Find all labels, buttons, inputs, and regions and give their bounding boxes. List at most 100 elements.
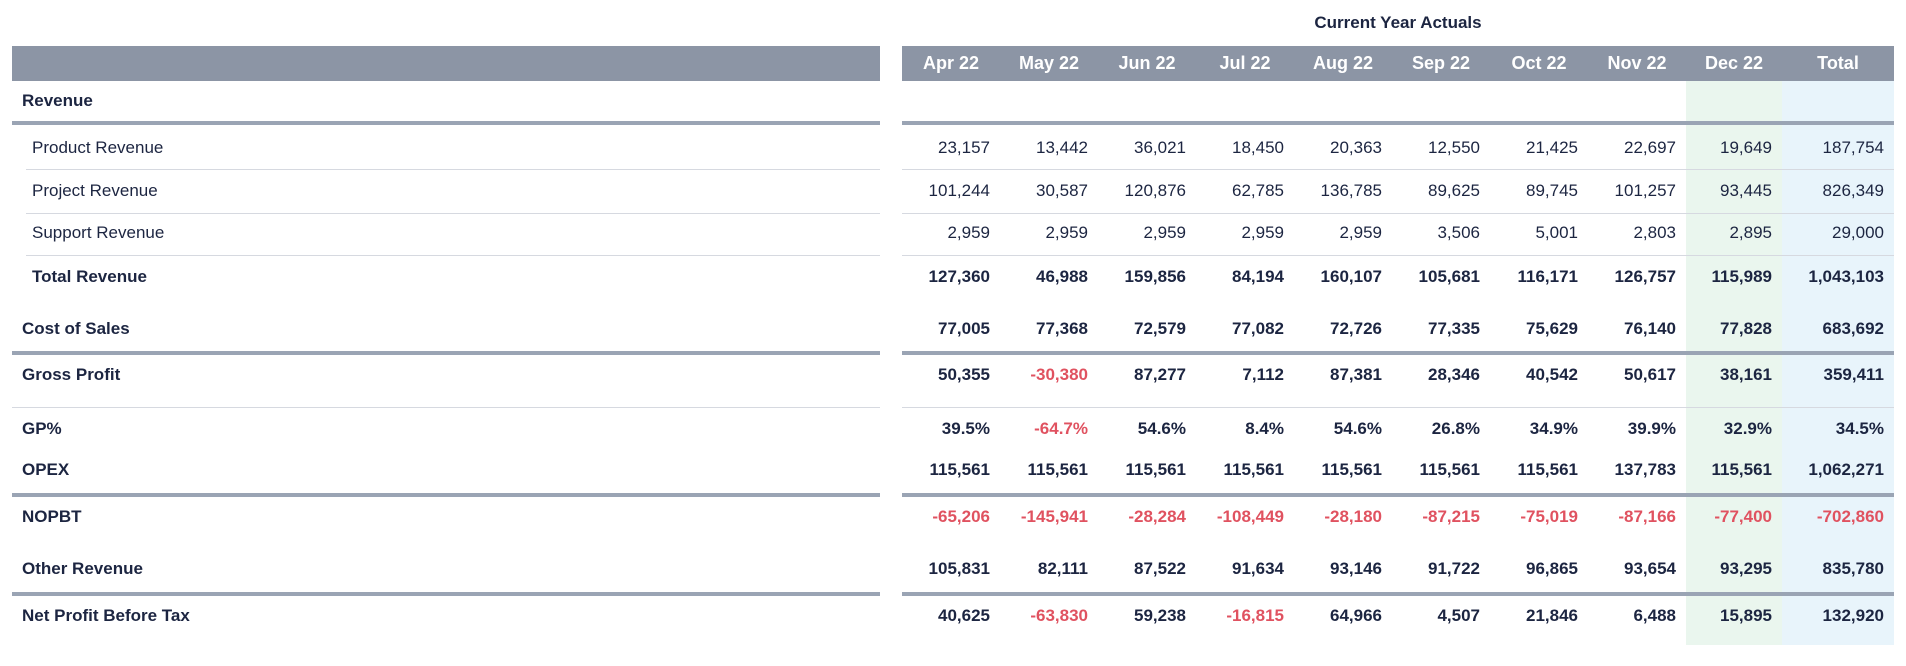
group-title: Current Year Actuals (1314, 13, 1482, 32)
column-header-may-22: May 22 (1018, 53, 1080, 73)
table-cell: 93,445 (1720, 181, 1772, 200)
row-label: Gross Profit (22, 365, 121, 384)
table-cell: 5,001 (1535, 223, 1578, 242)
table-cell: 40,542 (1526, 365, 1578, 384)
table-cell: -87,215 (1422, 507, 1480, 526)
table-cell: 91,722 (1428, 559, 1480, 578)
table-cell: 2,803 (1633, 223, 1676, 242)
column-header-apr-22: Apr 22 (922, 53, 980, 73)
table-cell: 87,522 (1134, 559, 1186, 578)
table-cell: 93,146 (1330, 559, 1382, 578)
table-cell: -77,400 (1714, 507, 1772, 526)
table-cell: 1,062,271 (1808, 460, 1884, 479)
table-cell: 39.5% (941, 419, 990, 438)
table-cell: 12,550 (1428, 138, 1480, 157)
column-header-bar: Apr 22 May 22 Jun 22 Jul 22 Aug 22 Sep 22 Oct … (902, 46, 1894, 81)
table-cell: 36,021 (1134, 138, 1186, 157)
row-label: NOPBT (22, 507, 82, 526)
table-cell: 22,697 (1624, 138, 1676, 157)
table-cell: 82,111 (1037, 559, 1088, 578)
table-cell: 72,579 (1134, 319, 1186, 338)
row-label: GP% (22, 419, 62, 438)
table-cell: 115,561 (1125, 460, 1186, 479)
table-cell: -64.7% (1034, 419, 1088, 438)
table-cell: 23,157 (938, 138, 990, 157)
row-label: Product Revenue (32, 138, 164, 157)
table-cell: 7,112 (1242, 365, 1284, 384)
row-divider (26, 213, 880, 214)
table-cell: 20,363 (1330, 138, 1382, 157)
column-header-aug-22: Aug 22 (1312, 53, 1373, 73)
column-header-jun-22: Jun 22 (1118, 53, 1176, 73)
table-cell: 115,561 (1223, 460, 1284, 479)
table-cell: -87,166 (1618, 507, 1676, 526)
table-cell: 77,005 (938, 319, 990, 338)
table-cell: 72,726 (1330, 319, 1382, 338)
table-cell: 38,161 (1720, 365, 1772, 384)
table-cell: 30,587 (1036, 181, 1088, 200)
table-cell: 96,865 (1526, 559, 1578, 578)
table-cell: 2,959 (1241, 223, 1284, 242)
table-cell: -28,180 (1324, 507, 1382, 526)
table-cell: 126,757 (1614, 267, 1676, 286)
row-label: Revenue (22, 91, 93, 110)
table-cell: 39.9% (1627, 419, 1676, 438)
table-cell: 2,895 (1729, 223, 1772, 242)
table-cell: 115,561 (1517, 460, 1578, 479)
row-label: Support Revenue (32, 223, 165, 242)
section-divider (902, 493, 1894, 497)
table-cell: 77,828 (1720, 319, 1772, 338)
row-label: Cost of Sales (22, 319, 130, 338)
table-cell: 2,959 (947, 223, 990, 242)
table-cell: 115,561 (929, 460, 990, 479)
table-cell: 136,785 (1320, 181, 1382, 200)
table-cell: 2,959 (1143, 223, 1186, 242)
table-cell: 54.6% (1333, 419, 1382, 438)
table-cell: 115,989 (1711, 267, 1772, 286)
row-label: OPEX (22, 460, 70, 479)
table-cell: 19,649 (1720, 138, 1772, 157)
row-divider (902, 169, 1894, 170)
table-cell: 159,856 (1124, 267, 1186, 286)
row-divider (26, 255, 880, 256)
table-cell: -75,019 (1520, 507, 1578, 526)
row-divider (902, 407, 1894, 408)
table-cell: 32.9% (1723, 419, 1772, 438)
table-cell: 105,831 (928, 559, 990, 578)
table-cell: 683,692 (1822, 319, 1884, 338)
table-cell: 59,238 (1134, 606, 1186, 625)
table-cell: 116,171 (1517, 267, 1578, 286)
table-cell: 62,785 (1232, 181, 1284, 200)
row-label: Other Revenue (22, 559, 143, 578)
table-cell: 101,257 (1614, 181, 1676, 200)
table-cell: 21,425 (1526, 138, 1578, 157)
table-cell: 160,107 (1320, 267, 1382, 286)
row-divider (902, 213, 1894, 214)
table-cell: 120,876 (1124, 181, 1186, 200)
table-cell: 1,043,103 (1808, 267, 1884, 286)
table-cell: 13,442 (1036, 138, 1088, 157)
table-cell: 34.9% (1529, 419, 1578, 438)
table-cell: -30,380 (1030, 365, 1088, 384)
table-cell: 26.8% (1431, 419, 1480, 438)
table-cell: -108,449 (1216, 507, 1284, 526)
table-cell: 115,561 (1711, 460, 1772, 479)
table-cell: 75,629 (1526, 319, 1578, 338)
column-header-jul-22: Jul 22 (1219, 53, 1271, 73)
table-cell: 18,450 (1232, 138, 1284, 157)
table-cell: 77,082 (1232, 319, 1284, 338)
table-cell: 115,561 (1419, 460, 1480, 479)
table-cell: 54.6% (1137, 419, 1186, 438)
table-cell: -28,284 (1128, 507, 1186, 526)
table-cell: 115,561 (1321, 460, 1382, 479)
table-cell: 3,506 (1437, 223, 1480, 242)
table-cell: 77,368 (1036, 319, 1088, 338)
table-cell: 34.5% (1835, 419, 1884, 438)
column-header-nov-22: Nov 22 (1607, 53, 1667, 73)
table-cell: 93,295 (1720, 559, 1772, 578)
table-cell: -145,941 (1020, 507, 1088, 526)
table-cell: -16,815 (1226, 606, 1284, 625)
table-cell: 50,355 (938, 365, 990, 384)
table-cell: 101,244 (928, 181, 990, 200)
row-label: Total Revenue (32, 267, 147, 286)
